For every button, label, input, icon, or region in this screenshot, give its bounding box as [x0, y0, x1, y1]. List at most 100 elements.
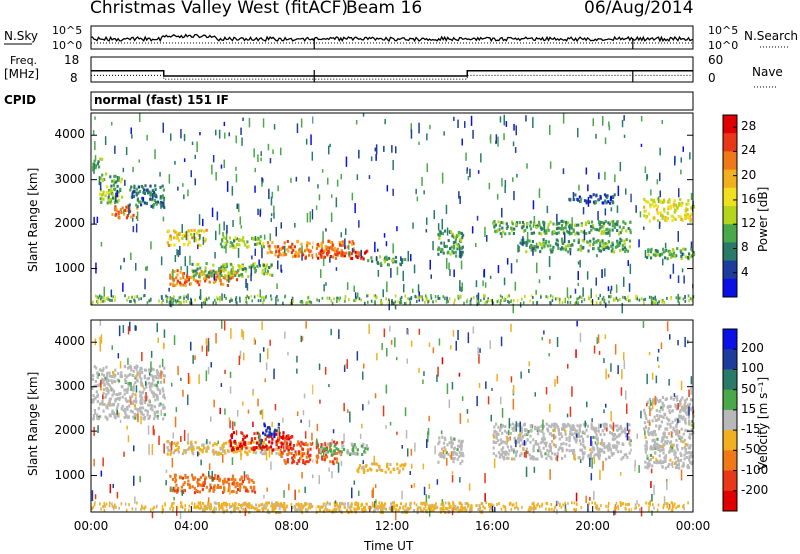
velocity-noise [485, 381, 487, 389]
power-cell [607, 231, 610, 235]
velocity-cell [332, 462, 335, 466]
power-cell [98, 192, 101, 196]
power-cell [241, 265, 244, 269]
velocity-cell [247, 502, 251, 506]
velocity-noise [215, 333, 217, 344]
power-ground-cell [404, 301, 406, 305]
power-noise [453, 116, 455, 121]
velocity-cell [138, 375, 141, 379]
velocity-cell [396, 467, 399, 471]
power-noise [183, 194, 185, 200]
power-noise [659, 147, 661, 156]
power-noise [400, 256, 402, 261]
power-noise [601, 269, 603, 279]
velocity-noise [332, 429, 335, 434]
velocity-cell [183, 481, 186, 485]
velocity-cell [273, 432, 276, 436]
velocity-cell [499, 438, 502, 442]
power-cell [109, 199, 113, 203]
velocity-cell [447, 501, 450, 505]
velocity-noise [302, 410, 305, 416]
power-cell [579, 246, 583, 250]
velocity-cell [362, 468, 366, 472]
power-ground-cell [644, 297, 646, 301]
power-cell [440, 250, 443, 254]
power-noise [174, 160, 176, 165]
velocity-cell [319, 505, 322, 509]
power-cell [117, 212, 120, 216]
velocity-cell [549, 446, 553, 449]
velocity-cell [245, 434, 249, 438]
velocity-noise [487, 396, 490, 405]
power-cell [399, 263, 403, 267]
power-cell [455, 234, 458, 238]
power-noise [179, 246, 181, 256]
power-noise [259, 289, 261, 298]
velocity-cell [97, 373, 101, 377]
velocity-cell [534, 440, 538, 443]
power-ground-cell [172, 299, 175, 302]
velocity-cell [227, 487, 230, 491]
velocity-cell [542, 432, 545, 436]
velocity-cell [620, 427, 623, 431]
velocity-cell [229, 441, 232, 445]
power-noise [458, 245, 461, 255]
velocity-cell [292, 447, 295, 451]
velocity-cell [124, 374, 127, 378]
velocity-cell [536, 457, 539, 461]
power-cell [238, 243, 241, 247]
power-cell [529, 227, 533, 231]
power-cell [219, 242, 222, 246]
velocity-cell [580, 434, 583, 438]
nave-series-line [91, 74, 693, 80]
velocity-cell [278, 435, 281, 439]
velocity-cell [230, 444, 233, 448]
velocity-noise [644, 430, 646, 436]
power-cell [592, 242, 595, 246]
power-noise [240, 127, 242, 135]
velocity-noise [160, 409, 162, 416]
velocity-noise [229, 371, 232, 378]
power-ground-cell [421, 298, 424, 302]
power-cell [655, 208, 659, 212]
power-cell [588, 243, 591, 247]
velocity-cell [324, 443, 327, 447]
power-ground-cell [567, 296, 570, 300]
velocity-cell [366, 469, 369, 472]
power-ground-cell [483, 297, 485, 301]
power-cell [283, 253, 286, 257]
velocity-cell [229, 439, 232, 443]
power-cell [220, 274, 223, 278]
power-ground-cell [654, 301, 657, 305]
velocity-cell [106, 404, 109, 408]
velocity-cell [235, 481, 239, 485]
velocity-cell [670, 449, 673, 453]
velocity-cell [668, 409, 671, 413]
power-noise [467, 176, 470, 181]
power-cell [296, 254, 299, 258]
power-noise [315, 205, 318, 210]
velocity-cell [195, 489, 198, 492]
power-cell [613, 193, 616, 197]
power-cell [176, 273, 179, 277]
power-cell [204, 237, 207, 241]
velocity-cell [656, 459, 659, 463]
velocity-noise [151, 444, 154, 455]
velocity-cell [402, 467, 405, 471]
power-cell [569, 247, 572, 251]
power-cell [102, 190, 105, 194]
velocity-cell [234, 485, 237, 489]
velocity-cell [665, 397, 669, 401]
power-noise [677, 275, 680, 284]
power-noise [131, 192, 133, 199]
velocity-cell [495, 454, 498, 458]
power-noise [258, 259, 260, 265]
power-cell [515, 221, 518, 225]
power-cell [207, 271, 211, 275]
velocity-cell [146, 377, 149, 381]
power-cell [104, 194, 107, 198]
power-cell [522, 224, 525, 228]
power-ground-cell [262, 296, 265, 300]
velocity-cell [123, 415, 126, 419]
power-ground-cell [602, 295, 605, 299]
